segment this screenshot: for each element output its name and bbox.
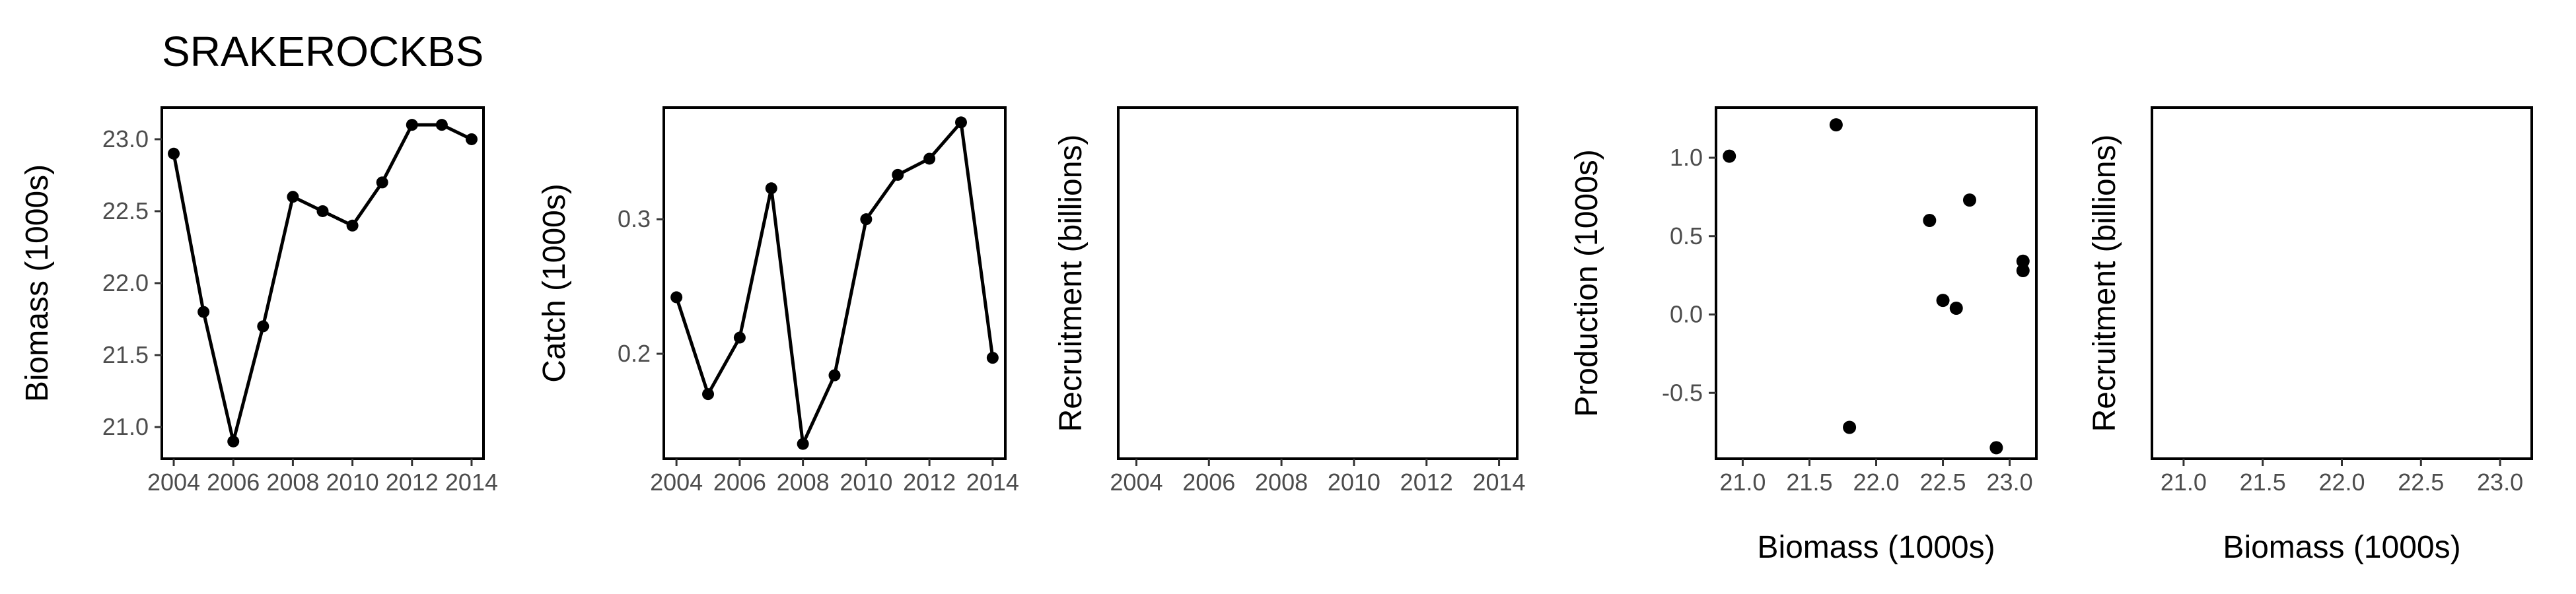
- panel-2-data-point: [765, 182, 777, 195]
- panel-3-xtick-label: 2012: [1400, 469, 1453, 496]
- panel-4-data-point: [1923, 214, 1937, 227]
- panel-4-xtick-label: 21.5: [1786, 469, 1832, 496]
- figure-title: SRAKEROCKBS: [162, 28, 483, 75]
- panel-4-ylabel: Production (1000s): [1569, 149, 1604, 417]
- panel-4-data-point: [1723, 149, 1736, 163]
- panel-2-ylabel: Catch (1000s): [537, 183, 572, 382]
- panel-4-xtick-label: 23.0: [1987, 469, 2033, 496]
- panel-3-frame: [1117, 106, 1519, 460]
- panel-1-ytick-label: 21.0: [102, 413, 149, 440]
- panel-4-ytick-label: -0.5: [1662, 379, 1703, 406]
- panel-2-xtick-label: 2008: [777, 469, 830, 496]
- panel-4: 21.0 21.5 22.0 22.5 23.0 -0.5 0.0 0.5 1.0 Product…: [1569, 106, 2038, 565]
- panel-1-ylabel: Biomass (1000s): [20, 164, 55, 402]
- panel-2-data-point: [670, 291, 683, 304]
- panel-1-xtick-label: 2012: [386, 469, 439, 496]
- panel-1-ytick-label: 21.5: [102, 341, 149, 368]
- panel-2-xtick-label: 2010: [840, 469, 892, 496]
- panel-5-xtick-label: 23.0: [2477, 469, 2523, 496]
- panel-5-xlabel: Biomass (1000s): [2223, 530, 2460, 565]
- panel-4-data-point: [1962, 193, 1976, 207]
- panel-2-xtick-label: 2006: [713, 469, 766, 496]
- panel-1-ytick-label: 22.0: [102, 269, 149, 296]
- panel-1-data-point: [465, 133, 478, 145]
- panel-4-data-point: [2016, 254, 2030, 268]
- panel-1-data-point: [406, 119, 418, 131]
- panel-1-data-point: [346, 219, 359, 232]
- panel-2-data-point: [954, 116, 967, 129]
- panel-2-xtick-label: 2004: [650, 469, 703, 496]
- panel-4-xtick-label: 22.0: [1853, 469, 1899, 496]
- panel-1-data-point: [435, 119, 448, 131]
- panel-2-frame: [662, 106, 1007, 460]
- panel-5-xtick-label: 21.5: [2240, 469, 2286, 496]
- panel-1-data-point: [197, 306, 210, 318]
- panels: 2004 2006 2008 2010 2012 201421.021.522.022.5…: [20, 106, 2533, 565]
- panel-5-ylabel: Recruitment (billions): [2087, 135, 2122, 432]
- panel-2: 2004 2006 2008 2010 2012 2014 0.2 0.3 Catch (100…: [537, 106, 1019, 496]
- panel-1-xtick-label: 2006: [207, 469, 260, 496]
- panel-1-ytick-label: 23.0: [102, 125, 149, 152]
- panel-5-xtick-label: 22.0: [2318, 469, 2365, 496]
- panel-1-xtick-label: 2010: [326, 469, 379, 496]
- panel-2-data-point: [797, 438, 809, 450]
- panel-2-data-point: [986, 352, 999, 364]
- panel-2-data-point: [892, 168, 904, 181]
- panel-4-data-point: [2016, 264, 2030, 277]
- panel-2-data-point: [828, 369, 841, 381]
- panel-2-xtick-label: 2012: [903, 469, 956, 496]
- panel-1-xtick-label: 2008: [266, 469, 319, 496]
- panel-3-ylabel: Recruitment (billions): [1054, 135, 1089, 432]
- panel-1-ytick-label: 22.5: [102, 197, 149, 224]
- panel-1-data-point: [168, 147, 180, 160]
- panel-2-xtick-label: 2014: [966, 469, 1019, 496]
- panel-2-ytick-label: 0.2: [618, 340, 651, 367]
- panel-2-data-point: [702, 388, 715, 401]
- panel-5-xtick-label: 22.5: [2398, 469, 2444, 496]
- panel-1-xtick-label: 2004: [147, 469, 200, 496]
- panel-2-data-point: [923, 152, 936, 165]
- panel-4-ytick-label: 0.0: [1670, 301, 1703, 328]
- panel-4-data-point: [1936, 294, 1950, 308]
- panel-4-ytick-label: 0.5: [1670, 222, 1703, 249]
- panel-4-data-point: [1829, 118, 1843, 132]
- panel-1-data-point: [316, 205, 329, 217]
- panel-4-xtick-label: 22.5: [1920, 469, 1966, 496]
- panel-1-data-point: [376, 176, 388, 189]
- panel-4-data-point: [1843, 420, 1857, 434]
- panel-3-xtick-label: 2014: [1472, 469, 1525, 496]
- panel-4-ytick-label: 1.0: [1670, 144, 1703, 171]
- panel-1-xtick-label: 2014: [445, 469, 498, 496]
- panel-1-data-point: [257, 320, 269, 333]
- panel-2-ytick-label: 0.3: [618, 205, 651, 232]
- panel-2-data-point: [860, 213, 873, 226]
- panel-2-data-point: [733, 331, 746, 344]
- panel-5-xtick-label: 21.0: [2161, 469, 2207, 496]
- title-clip: SRAKEROCKBS: [162, 28, 483, 75]
- panel-4-data-point: [1949, 302, 1963, 315]
- panel-1-data-point: [287, 191, 299, 203]
- panel-1: 2004 2006 2008 2010 2012 2014 21.0 21.5 22.0 22.5…: [20, 106, 498, 496]
- panel-3-xtick-label: 2006: [1182, 469, 1235, 496]
- panel-4-xlabel: Biomass (1000s): [1757, 530, 1995, 565]
- panel-3-xtick-label: 2008: [1255, 469, 1308, 496]
- panel-3-xtick-label: 2004: [1110, 469, 1163, 496]
- panel-4-xtick-label: 21.0: [1719, 469, 1766, 496]
- panel-5: 21.0 21.5 22.0 22.5 23.0 Recruitment (billion…: [2087, 106, 2533, 565]
- panel-1-data-point: [227, 435, 240, 447]
- panel-3: 2004 2006 2008 2010 2012 2014 Recruitment (bil…: [1054, 106, 1526, 496]
- panel-4-data-point: [1989, 441, 2003, 455]
- panel-3-xtick-label: 2010: [1328, 469, 1380, 496]
